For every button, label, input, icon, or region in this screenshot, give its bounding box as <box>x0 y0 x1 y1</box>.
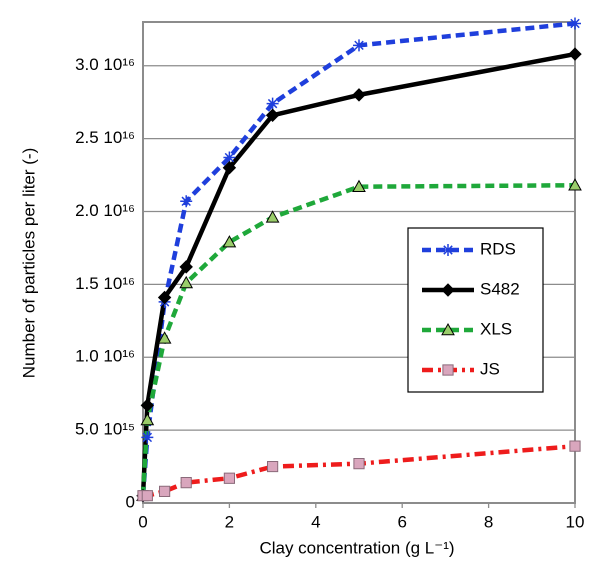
marker <box>159 485 171 497</box>
marker <box>569 440 581 452</box>
marker <box>222 235 237 248</box>
marker <box>569 17 581 30</box>
x-tick-label: 4 <box>311 512 320 531</box>
y-tick-label: 1.5 10¹⁶ <box>75 274 135 293</box>
legend <box>407 227 544 393</box>
x-tick-label: 2 <box>225 512 234 531</box>
marker <box>157 331 172 344</box>
x-tick-label: 10 <box>566 512 585 531</box>
series-line <box>140 21 576 496</box>
y-tick-label: 2.0 10¹⁶ <box>75 201 135 220</box>
legend-marker <box>442 244 454 256</box>
marker <box>157 290 172 305</box>
marker <box>179 260 193 274</box>
legend-marker <box>441 322 455 336</box>
marker <box>179 275 194 289</box>
marker <box>141 490 153 502</box>
y-tick-label: 5.0 10¹⁵ <box>75 420 135 439</box>
x-tick-label: 8 <box>484 512 493 531</box>
marker <box>352 179 366 193</box>
marker <box>141 431 154 444</box>
marker <box>180 476 192 489</box>
marker <box>265 210 280 223</box>
marker <box>267 460 279 473</box>
marker <box>140 412 155 426</box>
marker <box>353 458 365 470</box>
y-tick-label: 1.0 10¹⁶ <box>75 347 135 366</box>
legend-label: JS <box>480 359 500 378</box>
marker <box>140 398 155 413</box>
legend-label: RDS <box>480 239 516 258</box>
marker <box>353 39 365 52</box>
legend-label: S482 <box>480 279 520 298</box>
x-axis-title: Clay concentration (g L⁻¹) <box>259 538 454 557</box>
marker <box>265 108 280 122</box>
marker <box>223 472 235 484</box>
x-tick-label: 0 <box>138 512 147 531</box>
legend-marker <box>441 283 455 297</box>
y-axis-title: Number of particles per liter (-) <box>19 148 38 379</box>
legend-marker <box>442 364 454 376</box>
x-tick-label: 6 <box>397 512 406 531</box>
legend-label: XLS <box>480 319 512 338</box>
marker <box>180 195 193 208</box>
marker <box>568 178 582 191</box>
marker <box>222 161 237 175</box>
marker <box>266 97 279 110</box>
y-tick-label: 0 <box>126 492 135 511</box>
y-tick-label: 3.0 10¹⁶ <box>75 55 135 74</box>
marker <box>568 47 582 61</box>
series-line <box>140 51 576 496</box>
marker <box>223 151 236 164</box>
marker <box>352 88 366 102</box>
y-tick-label: 2.5 10¹⁶ <box>75 128 135 147</box>
